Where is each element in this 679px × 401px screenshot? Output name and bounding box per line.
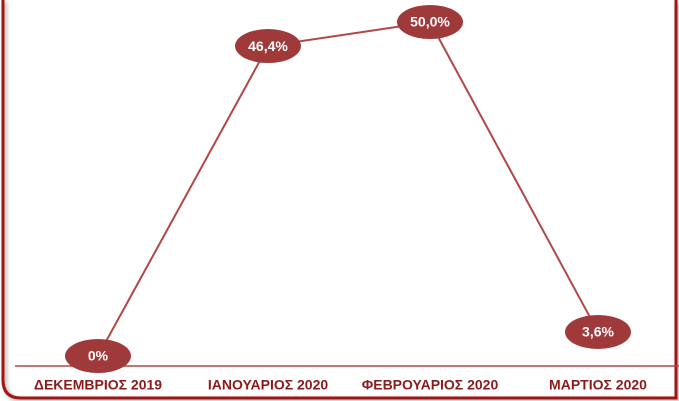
value-label: 0% [88,348,109,364]
value-label: 3,6% [582,324,614,340]
point [65,339,131,373]
x-tick-label: ΦΕΒΡΟΥΑΡΙΟΣ 2020 [362,377,499,393]
value-label: 50,0% [410,14,450,30]
point [235,29,301,64]
point [397,5,463,39]
line [97,20,599,357]
x-tick-label: ΔΕΚΕΜΒΡΙΟΣ 2019 [34,377,162,393]
value-label: 46,4% [248,38,288,54]
x-tick-label: ΜΑΡΤΙΟΣ 2020 [549,377,647,393]
point [565,314,631,349]
x-tick-label: ΙΑΝΟΥΑΡΙΟΣ 2020 [208,377,329,393]
